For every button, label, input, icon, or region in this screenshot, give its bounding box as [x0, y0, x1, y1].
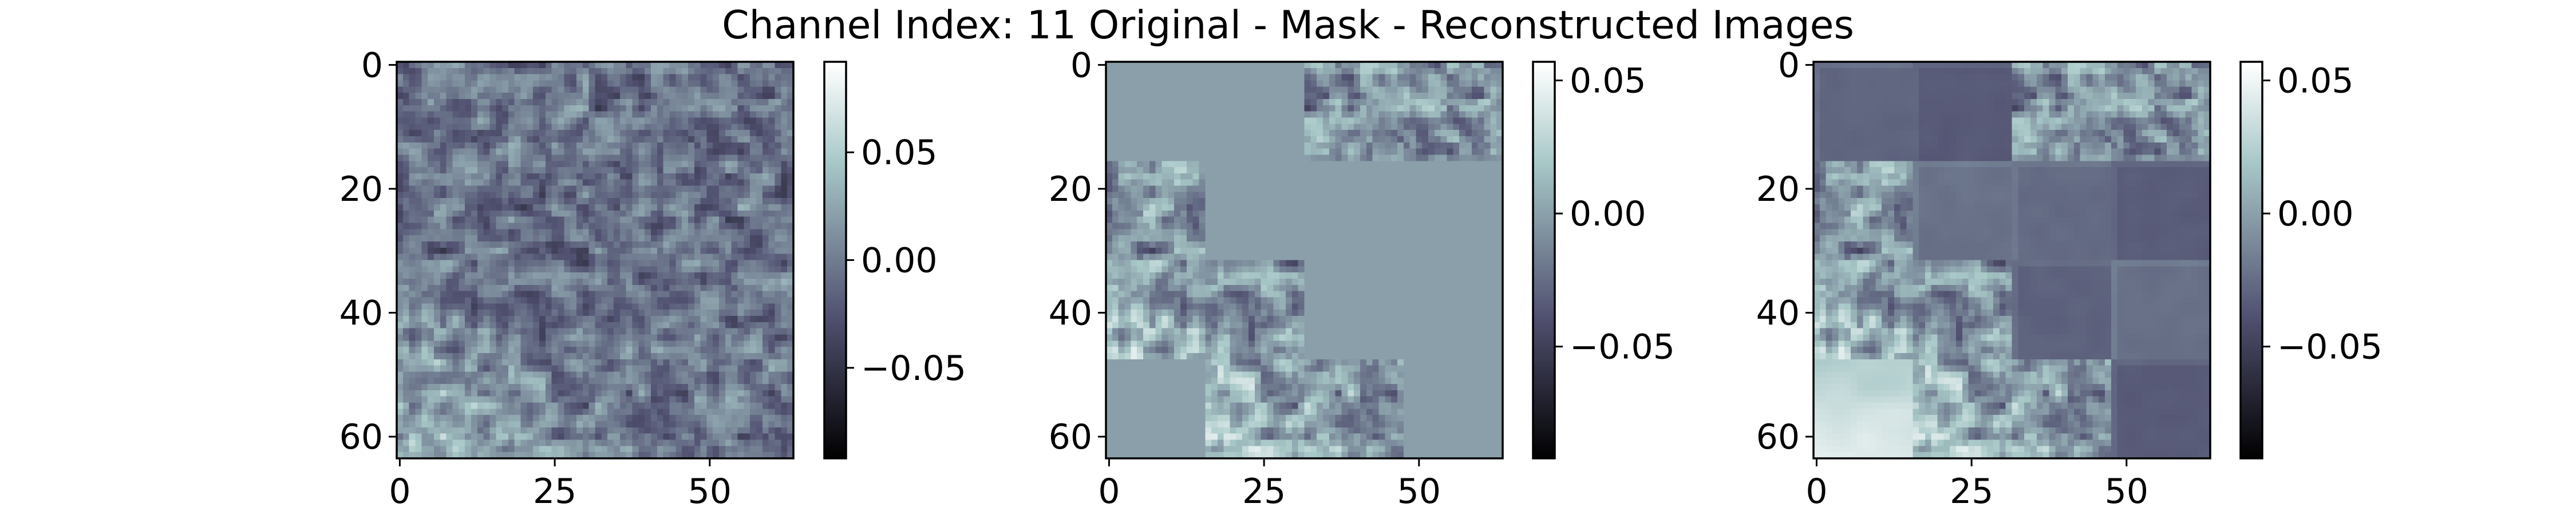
y-tick-label: 40 — [339, 294, 383, 334]
y-tick-label: 40 — [1049, 294, 1092, 334]
y-tick-label: 0 — [1778, 45, 1800, 85]
colorbar-tick-label: 0.00 — [2277, 194, 2354, 234]
mask-image — [1106, 62, 1503, 459]
x-tick-label: 25 — [1950, 472, 1993, 512]
colorbar-tick-label: 0.00 — [861, 241, 938, 281]
panel-mask: 0 25 50 0 20 40 60 0.05 0.00 −0.05 — [1049, 45, 1675, 512]
original-image — [397, 62, 794, 459]
panel-reconstructed: 0 25 50 0 20 40 60 0.05 0.00 −0.05 — [1756, 45, 2383, 512]
reconstructed-axes: 0 25 50 0 20 40 60 — [1756, 45, 2148, 512]
colorbar-tick-label: 0.05 — [861, 133, 938, 173]
colorbar-tick-label: 0.05 — [2277, 61, 2354, 101]
x-tick-label: 0 — [1098, 472, 1120, 512]
x-tick-label: 25 — [533, 472, 576, 512]
colorbar-tick-label: 0.00 — [1570, 194, 1646, 234]
panel-original: 0 25 50 0 20 40 60 0.05 0.00 −0.05 — [339, 45, 966, 512]
original-axes: 0 25 50 0 20 40 60 — [339, 45, 732, 512]
y-tick-label: 20 — [339, 169, 383, 209]
original-colorbar: 0.05 0.00 −0.05 — [823, 61, 966, 459]
colorbar-tick-label: −0.05 — [861, 348, 966, 389]
mask-frame — [1105, 61, 1504, 459]
mask-colorbar: 0.05 0.00 −0.05 — [1532, 61, 1675, 459]
colorbar-tick-label: −0.05 — [1570, 327, 1675, 367]
x-tick-label: 25 — [1242, 472, 1286, 512]
reconstructed-frame — [1812, 61, 2211, 459]
x-tick-label: 0 — [389, 472, 410, 512]
y-tick-label: 60 — [339, 417, 383, 457]
y-tick-label: 20 — [1756, 169, 1800, 209]
colorbar-tick-label: 0.05 — [1570, 61, 1646, 101]
y-tick-label: 40 — [1756, 294, 1800, 334]
y-tick-label: 60 — [1756, 417, 1800, 457]
x-tick-label: 50 — [688, 472, 732, 512]
reconstructed-image — [1814, 62, 2211, 459]
mask-axes: 0 25 50 0 20 40 60 — [1049, 45, 1441, 512]
figure-title: Channel Index: 11 Original - Mask - Reco… — [722, 3, 1854, 48]
y-tick-label: 0 — [1070, 45, 1092, 85]
panels: 0 25 50 0 20 40 60 0.05 0.00 −0.05 0 25 50 0 20 40 60 0.0… — [339, 45, 2383, 512]
original-frame — [396, 61, 795, 459]
x-tick-label: 50 — [2105, 472, 2148, 512]
y-tick-label: 20 — [1049, 169, 1092, 209]
x-tick-label: 0 — [1805, 472, 1827, 512]
colorbar-tick-label: −0.05 — [2277, 327, 2383, 367]
y-tick-label: 60 — [1049, 417, 1092, 457]
y-tick-label: 0 — [361, 45, 383, 85]
reconstructed-colorbar: 0.05 0.00 −0.05 — [2239, 61, 2383, 459]
x-tick-label: 50 — [1397, 472, 1441, 512]
